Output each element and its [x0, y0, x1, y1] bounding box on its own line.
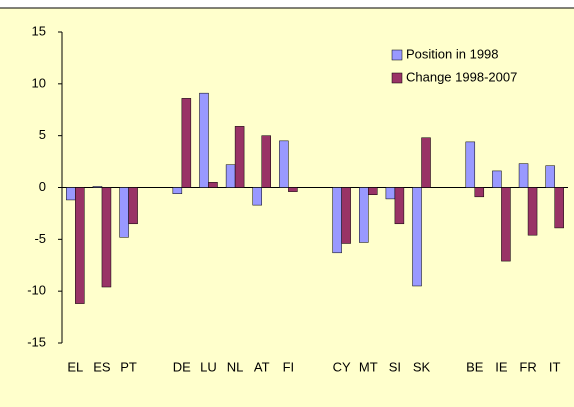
y-tick-label: -15	[27, 334, 46, 349]
bar	[554, 187, 564, 229]
x-tick-label: BE	[466, 359, 484, 374]
bar	[199, 92, 209, 188]
bar	[208, 182, 218, 188]
bar	[421, 137, 431, 188]
bar	[234, 126, 245, 188]
x-tick-label: ES	[93, 359, 111, 374]
x-tick-label: SK	[413, 359, 431, 374]
bar	[172, 187, 183, 194]
bar	[252, 187, 262, 206]
y-tick-label: -5	[34, 231, 46, 246]
bar	[359, 187, 369, 243]
x-tick-label: FR	[519, 359, 536, 374]
bar	[518, 163, 529, 188]
x-tick-label: EL	[67, 359, 83, 374]
x-tick-label: AT	[254, 359, 270, 374]
x-tick-label: PT	[120, 359, 137, 374]
bar	[101, 187, 112, 288]
x-tick-label: IT	[549, 359, 561, 374]
bar	[66, 187, 76, 201]
y-tick-label: -10	[27, 283, 46, 298]
bar	[92, 186, 103, 188]
bar	[128, 187, 138, 225]
y-tick-label: 0	[39, 179, 46, 194]
legend-swatch	[391, 72, 403, 84]
bar	[75, 187, 85, 304]
legend-label: Change 1998-2007	[406, 69, 517, 84]
bar	[545, 165, 555, 188]
chart-background	[0, 8, 574, 407]
bar	[394, 187, 405, 225]
bar	[181, 98, 192, 188]
legend-swatch	[391, 49, 403, 61]
bar	[492, 170, 502, 188]
y-tick-label: 5	[39, 127, 46, 142]
bar	[412, 187, 422, 287]
legend-label: Position in 1998	[406, 46, 499, 61]
bar	[474, 187, 485, 198]
x-tick-label: NL	[227, 359, 244, 374]
x-tick-label: LU	[200, 359, 217, 374]
bar	[332, 187, 342, 254]
x-tick-label: MT	[359, 359, 378, 374]
bar	[465, 141, 476, 188]
x-tick-label: FI	[283, 359, 295, 374]
bar	[385, 187, 396, 200]
bar	[225, 164, 236, 188]
bar	[368, 187, 378, 196]
y-tick-label: 15	[32, 23, 46, 38]
bar	[341, 187, 351, 244]
x-tick-label: CY	[333, 359, 351, 374]
bar	[119, 187, 129, 238]
bar	[501, 187, 511, 262]
bar	[288, 187, 298, 192]
y-tick-label: 10	[32, 75, 46, 90]
x-tick-label: IE	[495, 359, 508, 374]
bar	[527, 187, 538, 236]
x-tick-label: DE	[173, 359, 191, 374]
bar	[261, 135, 271, 188]
bar	[279, 140, 289, 188]
x-tick-label: SI	[389, 359, 401, 374]
